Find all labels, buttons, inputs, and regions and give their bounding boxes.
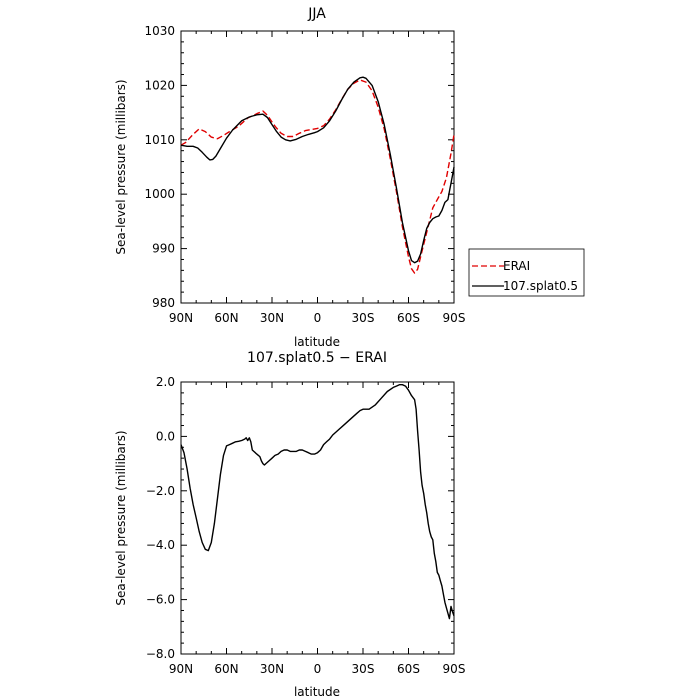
y-tick-label: 2.0 — [156, 375, 175, 389]
plot-area: 90N 60N 30N 0 30S 60S 90S 980 990 1000 1010 1020 103… — [144, 24, 465, 325]
y-tick-label: −6.0 — [146, 593, 175, 607]
y-axis-label: Sea-level pressure (millibars) — [114, 79, 128, 254]
y-tick-label: 0.0 — [156, 429, 175, 443]
x-tick-label: 90N — [169, 311, 193, 325]
x-tick-label: 0 — [314, 311, 322, 325]
series-line-0 — [180, 79, 455, 274]
x-tick-label: 60S — [397, 662, 420, 676]
y-axis-label: Sea-level pressure (millibars) — [114, 430, 128, 605]
chart-title: JJA — [307, 6, 326, 22]
chart-title: 107.splat0.5 − ERAI — [247, 350, 387, 366]
y-tick-label: 1020 — [144, 78, 175, 92]
plot-frame — [180, 381, 455, 655]
x-tick-label: 90N — [169, 662, 193, 676]
panel-bottom: 107.splat0.5 − ERAI 90N 60N 30N 0 30S 60S 90S −… — [114, 350, 465, 699]
series-line-0 — [180, 384, 455, 620]
x-tick-label: 60S — [397, 311, 420, 325]
legend-box — [468, 248, 585, 297]
y-tick-label: 1030 — [144, 24, 175, 38]
series-line-1 — [180, 76, 455, 264]
legend: ERAI 107.splat0.5 — [468, 248, 585, 297]
x-tick-label: 90S — [443, 662, 466, 676]
x-axis-label: latitude — [294, 685, 340, 699]
y-tick-label: −8.0 — [146, 647, 175, 661]
x-axis-label: latitude — [294, 335, 340, 349]
panel-top: JJA 90N 60N 30N 0 30S 60S 90S 980 990 1000 1010 102… — [114, 6, 465, 349]
x-tick-label: 60N — [214, 311, 238, 325]
legend-label-erai: ERAI — [503, 259, 530, 273]
y-tick-label: 1010 — [144, 133, 175, 147]
x-tick-label: 90S — [443, 311, 466, 325]
x-tick-label: 30N — [260, 662, 284, 676]
y-tick-label: −2.0 — [146, 484, 175, 498]
x-tick-label: 60N — [214, 662, 238, 676]
plot-area: 90N 60N 30N 0 30S 60S 90S −8.0 −6.0 −4.0 −2.0 0.0 2.… — [146, 375, 466, 676]
x-tick-label: 0 — [314, 662, 322, 676]
legend-label-splat: 107.splat0.5 — [503, 279, 578, 293]
y-tick-label: 1000 — [144, 187, 175, 201]
x-tick-label: 30S — [352, 662, 375, 676]
y-tick-label: 990 — [152, 242, 175, 256]
x-tick-label: 30N — [260, 311, 284, 325]
y-tick-label: −4.0 — [146, 538, 175, 552]
y-tick-label: 980 — [152, 296, 175, 310]
x-tick-label: 30S — [352, 311, 375, 325]
